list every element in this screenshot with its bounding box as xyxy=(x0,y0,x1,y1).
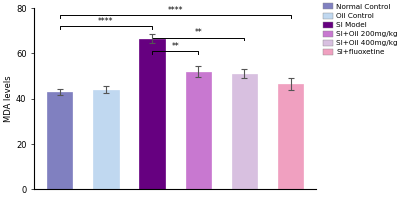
Text: **: ** xyxy=(171,42,179,51)
Y-axis label: MDA levels: MDA levels xyxy=(4,75,13,122)
Bar xyxy=(185,72,211,189)
Text: ****: **** xyxy=(98,17,114,26)
Bar xyxy=(232,74,257,189)
Bar xyxy=(278,84,303,189)
Legend: Normal Control, Oil Control, SI Model, SI+Oil 200mg/kg, SI+Oil 400mg/kg, SI+fluo: Normal Control, Oil Control, SI Model, S… xyxy=(322,3,399,56)
Bar xyxy=(139,39,165,189)
Bar xyxy=(93,90,118,189)
Text: ****: **** xyxy=(167,6,183,15)
Text: **: ** xyxy=(194,28,202,37)
Bar xyxy=(47,92,73,189)
